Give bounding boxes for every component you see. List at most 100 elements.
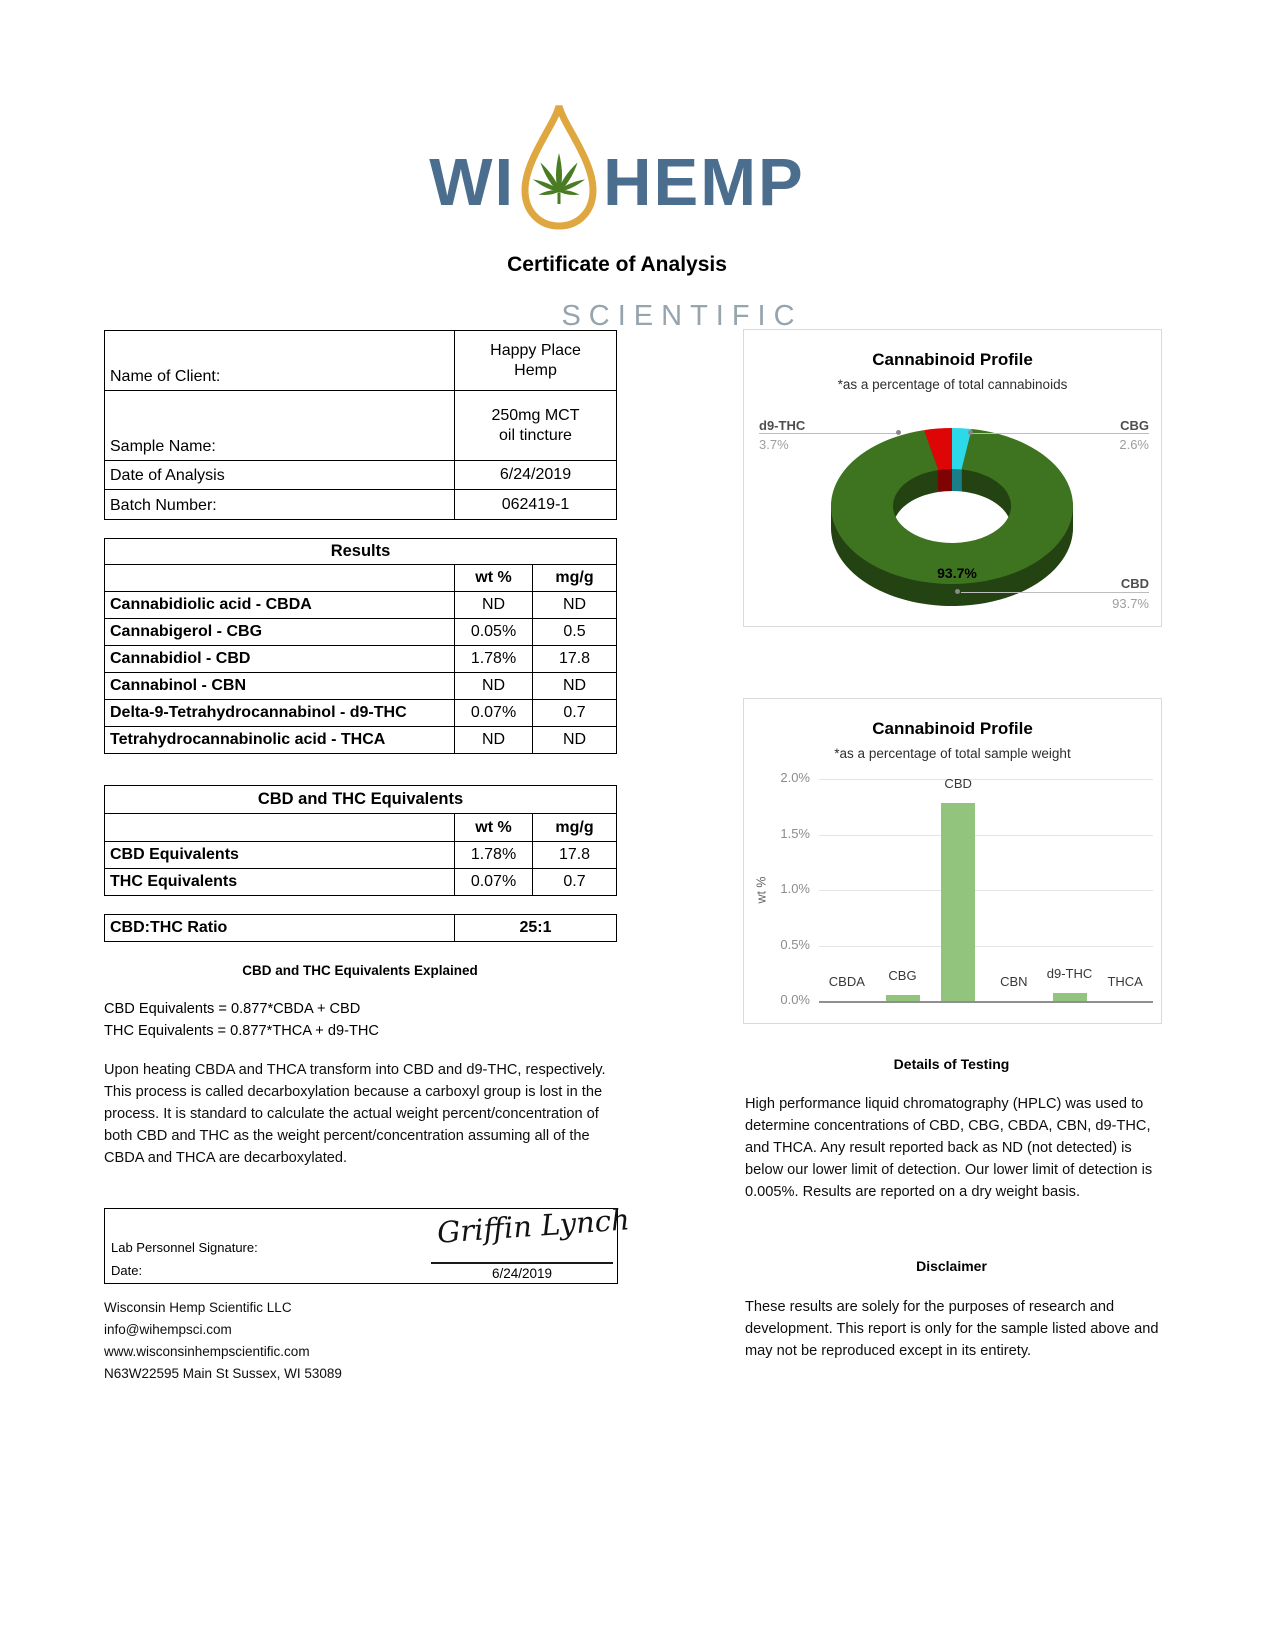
client-field-label: Batch Number: xyxy=(104,489,455,520)
ratio-table: CBD:THC Ratio 25:1 xyxy=(104,914,617,942)
gridline xyxy=(819,890,1153,891)
logo-scientific-text: SCIENTIFIC xyxy=(561,300,803,332)
bar-plot-area: 2.0% 1.5% 1.0% 0.5% 0.0% CBDA CBG CBD CBN d9-THC T… xyxy=(744,699,1161,1023)
page-title: Certificate of Analysis xyxy=(507,253,727,276)
analyte-label: Cannabigerol - CBG xyxy=(104,618,455,646)
signature-line xyxy=(431,1262,613,1264)
bar-chart-title: Cannabinoid Profile xyxy=(872,719,1033,738)
wt-percent-value: 0.07% xyxy=(454,868,533,896)
equivalents-table: CBD and THC Equivalents wt % mg/g CBD Equiv… xyxy=(103,785,618,896)
cbd-formula: CBD Equivalents = 0.877*CBDA + CBD xyxy=(104,1001,361,1017)
donut-slice xyxy=(952,428,972,470)
table-title-row: Results xyxy=(103,538,618,565)
table-row: CBD Equivalents 1.78% 17.8 xyxy=(104,841,618,869)
client-field-label: Name of Client: xyxy=(104,330,455,391)
gridline xyxy=(819,1001,1153,1003)
equivalents-explained-heading: CBD and THC Equivalents Explained xyxy=(242,963,478,978)
details-of-testing-heading: Details of Testing xyxy=(893,1056,1010,1072)
donut-chart-subtitle: *as a percentage of total cannabinoids xyxy=(837,377,1068,392)
wt-percent-value: 0.07% xyxy=(454,699,533,727)
y-tick-label: 2.0% xyxy=(780,770,810,785)
table-row: Date of Analysis 6/24/2019 xyxy=(104,460,617,490)
thc-formula: THC Equivalents = 0.877*THCA + d9-THC xyxy=(104,1023,379,1039)
donut-slice xyxy=(924,428,952,470)
logo-hemp-text: HEMP xyxy=(603,145,805,220)
donut-leader-line xyxy=(972,433,1149,434)
company-website: www.wisconsinhempscientific.com xyxy=(104,1344,310,1359)
table-row: Delta-9-Tetrahydrocannabinol - d9-THC 0.0… xyxy=(104,699,618,727)
mg-per-g-value: 17.8 xyxy=(531,645,618,673)
signature-box: Lab Personnel Signature: Date: Griffin L… xyxy=(104,1202,631,1284)
mg-per-g-header: mg/g xyxy=(531,813,618,842)
date-label: Date: xyxy=(111,1263,143,1278)
empty-cell xyxy=(104,813,455,842)
date-value: 6/24/2019 xyxy=(491,1266,553,1281)
analyte-label: Cannabidiolic acid - CBDA xyxy=(104,591,455,619)
client-info-table: Name of Client: Happy Place Hemp Sample Na… xyxy=(104,330,617,520)
y-tick-label: 1.0% xyxy=(780,881,810,896)
client-field-value: 6/24/2019 xyxy=(454,460,617,490)
equivalents-formulas: CBD Equivalents = 0.877*CBDA + CBD THC E… xyxy=(104,998,379,1042)
company-email: info@wihempsci.com xyxy=(104,1322,232,1337)
wt-percent-value: 0.05% xyxy=(454,618,533,646)
table-row: THC Equivalents 0.07% 0.7 xyxy=(104,868,618,896)
signature-name: Griffin Lynch xyxy=(436,1202,631,1250)
bar xyxy=(941,803,976,1001)
client-field-value: 250mg MCT oil tincture xyxy=(454,390,617,461)
donut-callout-value: 93.7% xyxy=(1112,596,1149,611)
mg-per-g-value: 0.5 xyxy=(531,618,618,646)
mg-per-g-value: ND xyxy=(531,672,618,700)
disclaimer-paragraph: These results are solely for the purpose… xyxy=(745,1299,1159,1359)
client-field-value: Happy Place Hemp xyxy=(454,330,617,391)
y-tick-label: 1.5% xyxy=(780,825,810,841)
y-tick-label: 0.0% xyxy=(780,992,810,1007)
gridline xyxy=(819,834,1153,836)
donut-chart-graphic xyxy=(830,428,1073,607)
logo-row: WI HEMP xyxy=(382,100,852,232)
donut-slice xyxy=(830,429,1073,585)
table-row: Cannabidiolic acid - CBDA ND ND xyxy=(104,591,618,619)
donut-leader-dot xyxy=(955,589,960,594)
table-row: Cannabinol - CBN ND ND xyxy=(104,672,618,700)
donut-callout-value: 3.7% xyxy=(759,437,789,452)
disclaimer-heading: Disclaimer xyxy=(916,1258,987,1274)
wt-percent-value: 1.78% xyxy=(454,645,533,673)
category-label: d9-THC xyxy=(1046,966,1093,982)
table-title: CBD and THC Equivalents xyxy=(103,785,618,814)
analyte-label: Cannabinol - CBN xyxy=(104,672,455,700)
table-row: Batch Number: 062419-1 xyxy=(104,489,617,520)
table-row: Cannabigerol - CBG 0.05% 0.5 xyxy=(104,618,618,646)
client-field-label: Date of Analysis xyxy=(104,460,455,490)
results-table: Results wt % mg/g Cannabidiolic acid - CBDA… xyxy=(103,538,618,754)
table-header-row: wt % mg/g xyxy=(104,813,618,842)
ratio-value: 25:1 xyxy=(454,914,617,942)
table-row: Name of Client: Happy Place Hemp xyxy=(104,330,617,391)
donut-center-label: 93.7% xyxy=(937,565,977,581)
analyte-label: Tetrahydrocannabinolic acid - THCA xyxy=(104,726,455,754)
table-row: Cannabidiol - CBD 1.78% 17.8 xyxy=(104,645,618,673)
analyte-label: CBD Equivalents xyxy=(104,841,455,869)
bar xyxy=(1052,993,1087,1001)
analyte-label: Delta-9-Tetrahydrocannabinol - d9-THC xyxy=(104,699,455,727)
mg-per-g-value: 17.8 xyxy=(531,841,618,869)
wt-percent-header: wt % xyxy=(454,813,533,842)
empty-cell xyxy=(104,564,455,592)
client-field-value: 062419-1 xyxy=(454,489,617,520)
category-label: THCA xyxy=(1107,974,1143,989)
company-address: N63W22595 Main St Sussex, WI 53089 xyxy=(104,1366,342,1381)
donut-leader-dot xyxy=(896,430,901,435)
donut-chart-box: Cannabinoid Profile *as a percentage of … xyxy=(743,329,1162,627)
logo-wi-text: WI xyxy=(429,145,516,220)
donut-callout-value: 2.6% xyxy=(1119,437,1149,452)
donut-leader-line xyxy=(961,592,1149,593)
company-name: Wisconsin Hemp Scientific LLC xyxy=(104,1300,292,1315)
donut-chart-title: Cannabinoid Profile xyxy=(872,350,1033,369)
bar xyxy=(885,995,920,1001)
table-row: Tetrahydrocannabinolic acid - THCA ND ND xyxy=(104,726,618,754)
company-contact-block: Wisconsin Hemp Scientific LLC info@wihemp… xyxy=(104,1297,342,1385)
gridline xyxy=(819,779,1153,780)
category-label: CBD xyxy=(944,776,972,792)
client-field-label: Sample Name: xyxy=(104,390,455,461)
y-tick-label: 0.5% xyxy=(780,936,810,952)
